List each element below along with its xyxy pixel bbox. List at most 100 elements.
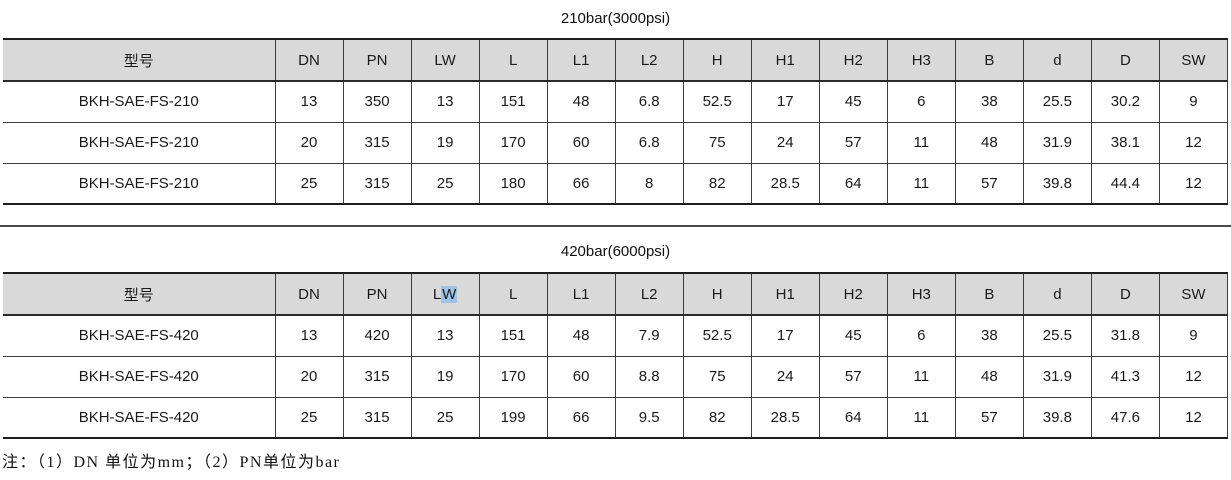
- value-cell: 47.6: [1090, 396, 1160, 439]
- value-cell: 38.1: [1090, 121, 1160, 164]
- column-header-PN: PN: [342, 38, 412, 82]
- section-divider: [0, 225, 1231, 227]
- value-cell: 7.9: [614, 314, 684, 357]
- value-cell: 151: [478, 80, 548, 123]
- column-header-text: L: [432, 285, 442, 303]
- value-cell: 13: [274, 80, 344, 123]
- table-row: BKH-SAE-FS-420 20 315 19 170 60 8.8 75 24 57 11 48 3…: [3, 355, 1229, 398]
- value-cell: 315: [342, 396, 412, 439]
- value-cell: 170: [478, 355, 548, 398]
- column-header-H3: H3: [886, 272, 956, 316]
- value-cell: 17: [750, 314, 820, 357]
- table-body-210bar: BKH-SAE-FS-210 13 350 13 151 48 6.8 52.5 17 45 6 38…: [3, 80, 1229, 205]
- column-header-L2: L2: [614, 38, 684, 82]
- value-cell: 9.5: [614, 396, 684, 439]
- value-cell: 12: [1158, 121, 1229, 164]
- value-cell: 315: [342, 355, 412, 398]
- value-cell: 13: [274, 314, 344, 357]
- value-cell: 315: [342, 121, 412, 164]
- column-header-H2: H2: [818, 272, 888, 316]
- column-header-型号: 型号: [3, 38, 276, 82]
- value-cell: 75: [682, 121, 752, 164]
- column-header-LW: LW: [410, 38, 480, 82]
- value-cell: 11: [886, 162, 956, 205]
- value-cell: 82: [682, 396, 752, 439]
- value-cell: 6.8: [614, 80, 684, 123]
- value-cell: 20: [274, 121, 344, 164]
- column-header-SW: SW: [1158, 272, 1229, 316]
- column-header-d: d: [1022, 38, 1092, 82]
- table-title-210bar: 210bar(3000psi): [560, 10, 671, 27]
- value-cell: 11: [886, 121, 956, 164]
- value-cell: 25: [410, 396, 480, 439]
- value-cell: 57: [954, 162, 1024, 205]
- value-cell: 39.8: [1022, 396, 1092, 439]
- column-header-L: L: [478, 38, 548, 82]
- value-cell: 30.2: [1090, 80, 1160, 123]
- column-header-SW: SW: [1158, 38, 1229, 82]
- column-header-H: H: [682, 272, 752, 316]
- model-cell: BKH-SAE-FS-420: [3, 314, 276, 357]
- value-cell: 60: [546, 355, 616, 398]
- value-cell: 199: [478, 396, 548, 439]
- value-cell: 9: [1158, 80, 1229, 123]
- value-cell: 8.8: [614, 355, 684, 398]
- value-cell: 38: [954, 80, 1024, 123]
- value-cell: 38: [954, 314, 1024, 357]
- value-cell: 25: [410, 162, 480, 205]
- table-row: BKH-SAE-FS-210 25 315 25 180 66 8 82 28.5 64 11 57 3…: [3, 162, 1229, 205]
- value-cell: 12: [1158, 355, 1229, 398]
- units-footnote: 注：（1）DN 单位为mm；（2）PN单位为bar: [2, 454, 341, 471]
- table-body-420bar: BKH-SAE-FS-420 13 420 13 151 48 7.9 52.5 17 45 6 38…: [3, 314, 1229, 439]
- column-header-H: H: [682, 38, 752, 82]
- value-cell: 52.5: [682, 80, 752, 123]
- value-cell: 24: [750, 355, 820, 398]
- value-cell: 25: [274, 162, 344, 205]
- value-cell: 8: [614, 162, 684, 205]
- value-cell: 75: [682, 355, 752, 398]
- model-cell: BKH-SAE-FS-210: [3, 121, 276, 164]
- column-header-L1: L1: [546, 38, 616, 82]
- table-row: BKH-SAE-FS-210 20 315 19 170 60 6.8 75 24 57 11 48 3…: [3, 121, 1229, 164]
- value-cell: 60: [546, 121, 616, 164]
- value-cell: 25.5: [1022, 314, 1092, 357]
- selected-text-highlight: W: [441, 285, 458, 303]
- value-cell: 48: [954, 121, 1024, 164]
- model-cell: BKH-SAE-FS-420: [3, 355, 276, 398]
- value-cell: 12: [1158, 162, 1229, 205]
- column-header-DN: DN: [274, 272, 344, 316]
- value-cell: 420: [342, 314, 412, 357]
- table-title-420bar: 420bar(6000psi): [560, 243, 671, 260]
- column-header-型号: 型号: [3, 272, 276, 316]
- value-cell: 11: [886, 355, 956, 398]
- value-cell: 11: [886, 396, 956, 439]
- column-header-D: D: [1090, 38, 1160, 82]
- value-cell: 315: [342, 162, 412, 205]
- column-header-B: B: [954, 38, 1024, 82]
- column-header-H2: H2: [818, 38, 888, 82]
- model-cell: BKH-SAE-FS-210: [3, 80, 276, 123]
- value-cell: 13: [410, 80, 480, 123]
- value-cell: 64: [818, 162, 888, 205]
- column-header-DN: DN: [274, 38, 344, 82]
- column-header-L: L: [478, 272, 548, 316]
- value-cell: 20: [274, 355, 344, 398]
- model-cell: BKH-SAE-FS-210: [3, 162, 276, 205]
- value-cell: 151: [478, 314, 548, 357]
- value-cell: 25.5: [1022, 80, 1092, 123]
- value-cell: 82: [682, 162, 752, 205]
- column-header-H1: H1: [750, 38, 820, 82]
- value-cell: 19: [410, 121, 480, 164]
- value-cell: 6: [886, 314, 956, 357]
- value-cell: 39.8: [1022, 162, 1092, 205]
- value-cell: 170: [478, 121, 548, 164]
- value-cell: 12: [1158, 396, 1229, 439]
- value-cell: 66: [546, 396, 616, 439]
